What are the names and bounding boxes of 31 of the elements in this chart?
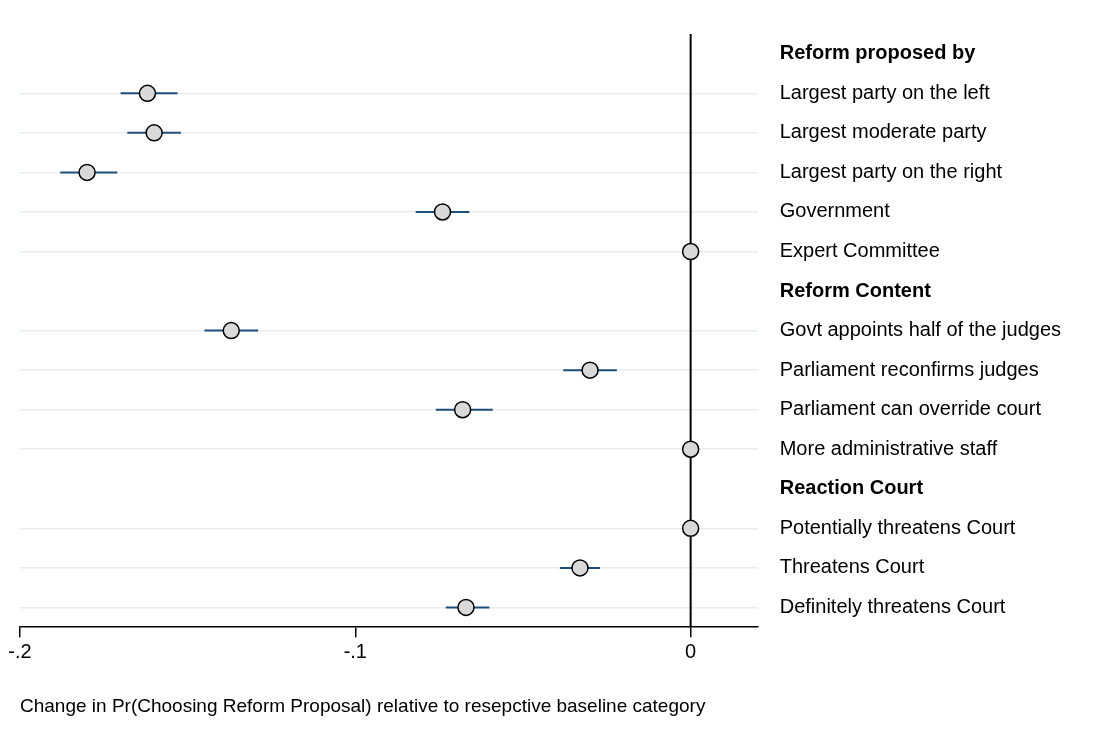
y-tick-label: Potentially threatens Court [779,515,1016,538]
point [681,242,700,261]
y-tick-label: Reform Content [779,278,932,301]
point [571,559,589,577]
y-tick-label: Government [779,199,891,222]
x-axis-title: Change in Pr(Choosing Reform Proposal) relative to resepctive baseline category [20,694,706,716]
point [78,163,96,182]
point [138,84,157,103]
x-tick-label: 0 [685,639,697,662]
y-tick-label: Largest party on the right [779,159,1003,182]
x-tick-label: -.2 [8,639,32,662]
y-tick-label: Govt appoints half of the judges [779,318,1062,341]
point [145,124,163,142]
point [581,361,599,379]
y-tick-label: Reform proposed by [779,41,977,64]
y-tick-label: Parliament reconfirms judges [779,357,1039,380]
y-tick-label: Threatens Court [779,555,925,578]
point [222,321,240,340]
y-tick-label: Expert Committee [779,239,940,262]
y-tick-label: Parliament can override court [779,397,1042,420]
point [457,598,475,617]
y-tick-label: Definitely threatens Court [779,594,1006,617]
y-tick-label: Largest party on the left [779,80,991,103]
y-tick-label: Largest moderate party [779,120,987,143]
point [681,440,700,458]
point [681,519,700,538]
y-tick-label: More administrative staff [779,436,998,459]
y-tick-label: Reaction Court [779,476,924,499]
point [453,400,472,419]
x-tick-label: -.1 [343,639,367,662]
point [433,203,452,221]
